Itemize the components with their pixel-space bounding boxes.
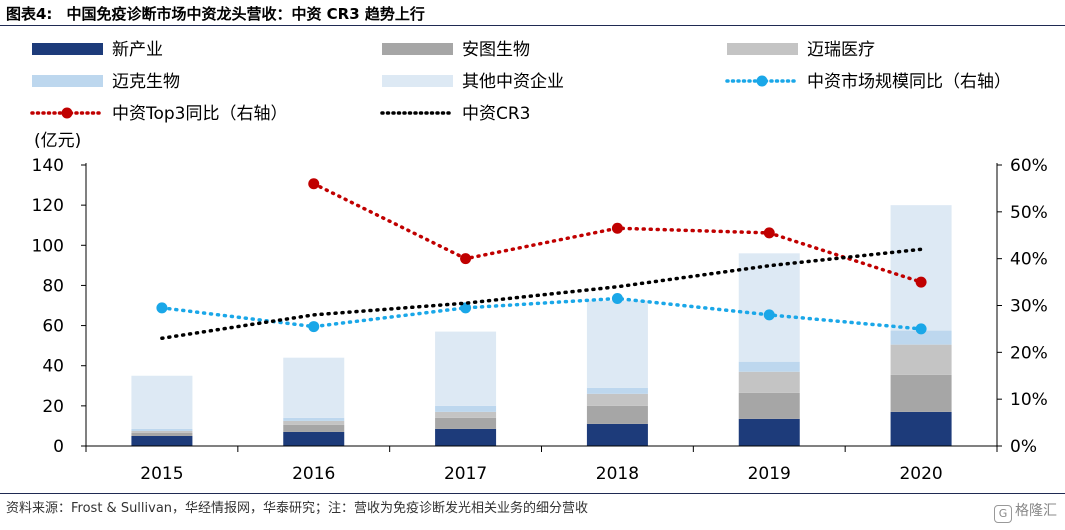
bar-0-2018	[586, 423, 648, 446]
y-tick-label-1: 20	[42, 397, 64, 417]
x-tick-label-2015: 2015	[140, 464, 183, 484]
series-line-0	[160, 296, 923, 331]
y2-tick-label-0: 0%	[1010, 437, 1037, 457]
bar-4-2018	[586, 300, 648, 388]
bar-0-2019	[738, 418, 800, 446]
series-0-point-5	[915, 323, 927, 335]
bar-1-2015	[131, 432, 193, 436]
axes: 0 20 40 60 80 100 120 140 0% 10% 20% 30% 40% 50% 60% 20…	[32, 156, 1048, 484]
series-1-point-1	[460, 253, 472, 265]
watermark-text: 格隆汇	[1015, 503, 1057, 519]
legend-3-swatch	[32, 75, 103, 87]
bar-0-2016	[283, 431, 345, 446]
title-rule	[0, 25, 1065, 26]
legend-0-swatch	[32, 43, 103, 55]
bar-4-2019	[738, 253, 800, 362]
series-0-point-2	[460, 302, 472, 314]
bar-1-2019	[738, 392, 800, 419]
bar-3-2016	[283, 417, 345, 421]
series-1-point-2	[611, 222, 623, 234]
legend-5-label: 中资市场规模同比（右轴）	[807, 72, 1011, 92]
legend-5-marker	[756, 75, 768, 87]
series-0-point-1	[308, 321, 320, 333]
series-0-point-4	[763, 309, 775, 321]
bar-2-2016	[283, 420, 345, 425]
series-line-2	[160, 247, 923, 341]
y2-tick-label-6: 60%	[1010, 156, 1048, 176]
x-tick-label-2016: 2016	[292, 464, 335, 484]
y-tick-label-3: 60	[42, 317, 64, 337]
bar-4-2016	[283, 357, 345, 418]
y2-tick-label-2: 20%	[1010, 343, 1048, 363]
bar-1-2016	[283, 424, 345, 432]
bar-4-2015	[131, 375, 193, 429]
watermark: G 格隆汇	[994, 500, 1057, 523]
bar-1-2018	[586, 405, 648, 424]
figure-title-text: 中国免疫诊断市场中资龙头营收：中资 CR3 趋势上行	[66, 5, 425, 23]
source-note: 资料来源：Frost & Sullivan，华经情报网，华泰研究；注：营收为免疫…	[6, 501, 589, 516]
bar-1-2020	[890, 374, 952, 412]
y-tick-label-4: 80	[42, 276, 64, 296]
bar-3-2019	[738, 361, 800, 372]
series-1-point-4	[915, 276, 927, 288]
legend-4-swatch	[382, 75, 453, 87]
series-1-point-0	[308, 178, 320, 190]
series-0-point-3	[611, 292, 623, 304]
figure-title: 图表4: 中国免疫诊断市场中资龙头营收：中资 CR3 趋势上行	[6, 3, 425, 24]
bar-2-2018	[586, 393, 648, 406]
bar-0-2017	[435, 428, 497, 446]
y2-tick-label-3: 30%	[1010, 297, 1048, 317]
y2-tick-label-4: 40%	[1010, 250, 1048, 270]
legend-2-label: 迈瑞医疗	[807, 40, 875, 60]
line-layer	[156, 178, 927, 341]
y-tick-label-0: 0	[53, 437, 64, 457]
legend-1-swatch	[382, 43, 453, 55]
figure-number: 图表4:	[6, 5, 53, 23]
x-tick-label-2019: 2019	[748, 464, 791, 484]
series-1-point-3	[763, 227, 775, 239]
bar-0-2015	[131, 435, 193, 446]
bar-0-2020	[890, 411, 952, 446]
legend-6-label: 中资Top3同比（右轴）	[112, 104, 288, 124]
y-tick-label-5: 100	[32, 236, 64, 256]
x-tick-label-2018: 2018	[596, 464, 639, 484]
bar-2-2019	[738, 371, 800, 393]
source-rule	[0, 493, 1065, 494]
x-tick-label-2017: 2017	[444, 464, 487, 484]
bar-2-2015	[131, 430, 193, 433]
bar-1-2017	[435, 417, 497, 429]
bar-3-2018	[586, 387, 648, 394]
legend-6-marker	[61, 107, 73, 119]
y-tick-label-2: 40	[42, 357, 64, 377]
y-tick-label-6: 120	[32, 196, 64, 216]
bar-layer	[131, 205, 952, 446]
series-0-point-0	[156, 302, 168, 314]
legend-7-label: 中资CR3	[462, 104, 531, 124]
bar-3-2015	[131, 428, 193, 431]
y-axis-unit-label: (亿元)	[34, 131, 81, 151]
legend-3-label: 迈克生物	[112, 72, 180, 92]
bar-3-2017	[435, 405, 497, 412]
bar-4-2017	[435, 331, 497, 406]
bar-3-2020	[890, 330, 952, 345]
bar-4-2020	[890, 205, 952, 331]
y2-tick-label-5: 50%	[1010, 203, 1048, 223]
x-tick-label-2020: 2020	[899, 464, 942, 484]
y-tick-label-7: 140	[32, 156, 64, 176]
legend-4-label: 其他中资企业	[462, 72, 564, 92]
watermark-logo-icon: G	[994, 505, 1012, 523]
bar-2-2020	[890, 344, 952, 375]
legend-2-swatch	[727, 43, 798, 55]
legend-1-label: 安图生物	[462, 40, 530, 60]
bar-2-2017	[435, 411, 497, 418]
legend-0-label: 新产业	[112, 40, 163, 60]
y2-tick-label-1: 10%	[1010, 390, 1048, 410]
